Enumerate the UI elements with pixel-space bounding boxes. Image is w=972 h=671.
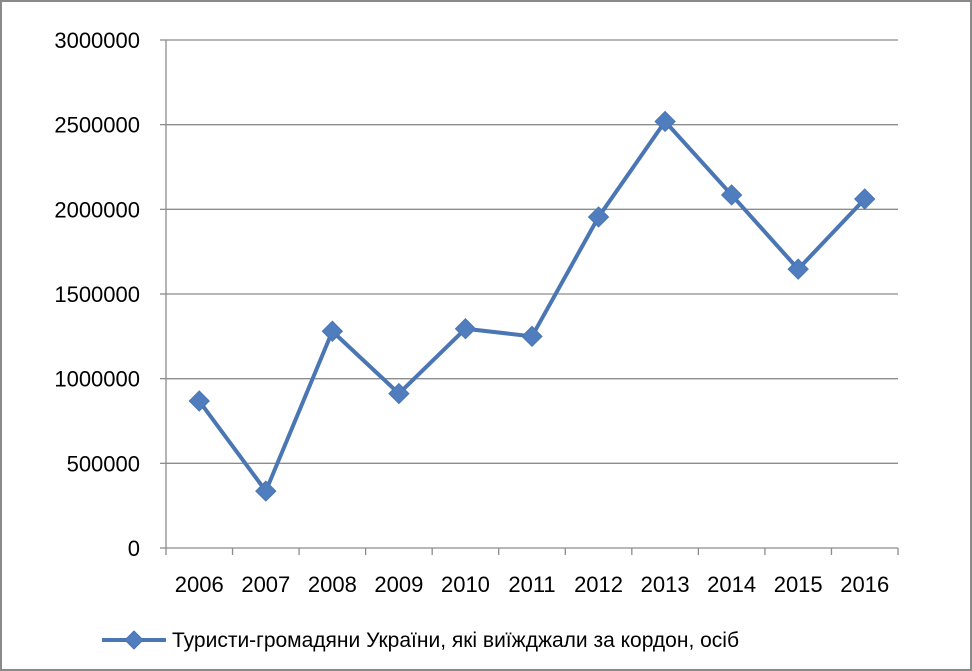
data-point-2007 (255, 480, 277, 502)
series-line (197, 119, 867, 494)
x-tick-label: 2012 (574, 572, 623, 597)
legend-diamond-marker (124, 630, 144, 650)
data-point-2008 (321, 320, 344, 342)
y-tick-label: 3000000 (54, 28, 140, 53)
data-series (188, 110, 876, 502)
data-point-2014 (720, 184, 743, 206)
y-tick-label: 2500000 (54, 113, 140, 138)
data-point-2010 (454, 318, 477, 340)
y-tick-label: 1500000 (54, 282, 140, 307)
x-tick-label: 2008 (308, 572, 357, 597)
x-tick-labels: 2006 2007 2008 2009 2010 2011 2012 2013 2014 2015… (175, 572, 889, 597)
y-tick-labels: 0 500000 1000000 1500000 2000000 2500000 30000… (54, 28, 140, 561)
x-tick-label: 2013 (641, 572, 690, 597)
x-tick-label: 2016 (840, 572, 889, 597)
data-point-2006 (188, 390, 210, 412)
x-tick-label: 2007 (241, 572, 290, 597)
data-point-2016 (854, 188, 876, 210)
x-tick-label: 2006 (175, 572, 224, 597)
y-tick-label: 1000000 (54, 367, 140, 392)
x-tick-label: 2011 (508, 572, 555, 597)
y-tick-label: 2000000 (54, 197, 140, 222)
legend: Туристи-громадяни України, які виїжджали… (102, 629, 739, 652)
data-point-2015 (787, 258, 809, 280)
data-point-2012 (587, 206, 610, 228)
x-tick-label: 2015 (774, 572, 823, 597)
x-tick-label: 2010 (441, 572, 490, 597)
y-tick-label: 500000 (67, 451, 140, 476)
data-point-2011 (521, 325, 543, 348)
gridlines (166, 39, 898, 464)
legend-label: Туристи-громадяни України, які виїжджали… (172, 629, 739, 652)
x-tick-label: 2014 (707, 572, 756, 597)
data-point-2009 (388, 382, 410, 405)
data-point-2013 (654, 110, 676, 133)
y-tick-label: 0 (128, 536, 140, 561)
axes (160, 39, 899, 555)
x-tick-label: 2009 (374, 572, 423, 597)
